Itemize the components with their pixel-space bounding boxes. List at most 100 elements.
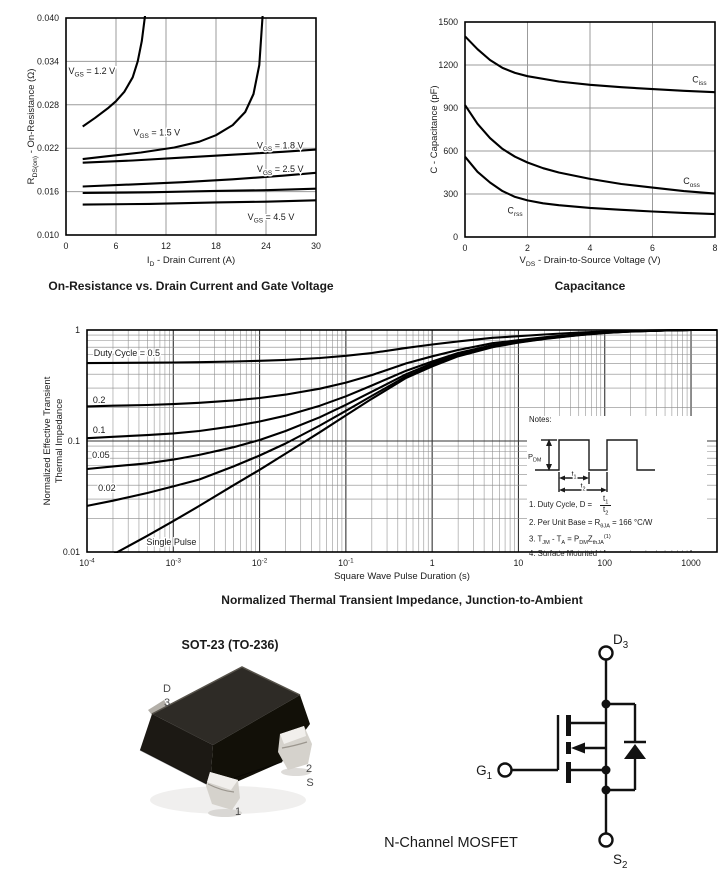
curve-c-rss- bbox=[464, 156, 716, 216]
thermal-impedance-chart: Duty Cycle = 0.5 0.2 0.1 0.05 0.02 Single Pul… bbox=[42, 325, 718, 607]
package-right-face bbox=[210, 695, 310, 786]
package-edge-highlight bbox=[151, 666, 301, 715]
curve-c-oss- bbox=[464, 104, 716, 195]
package-front-face bbox=[140, 714, 213, 786]
curve-label: VGS = 2.5 V bbox=[257, 164, 304, 177]
series-curves bbox=[464, 35, 716, 216]
t1-t2-fraction: t1 t2 bbox=[600, 494, 612, 517]
y-tick-label: 600 bbox=[443, 146, 458, 156]
pin-label-source-letter: S bbox=[306, 777, 313, 789]
y-tick-label: 0.010 bbox=[37, 230, 59, 240]
x-tick-label: 10-3 bbox=[166, 558, 182, 568]
channel-segment-source bbox=[566, 762, 571, 783]
pulse-train bbox=[535, 438, 655, 471]
x-tick-label: 0 bbox=[64, 241, 69, 251]
x-tick-label: 18 bbox=[211, 241, 221, 251]
package-title: SOT-23 (TO-236) bbox=[181, 638, 279, 652]
body-diode bbox=[624, 744, 646, 759]
source-terminal bbox=[598, 832, 614, 848]
curve-v-gs-1.2-v bbox=[82, 16, 147, 128]
pdm-arrow-down bbox=[546, 463, 552, 471]
curve-label: 0.2 bbox=[93, 395, 106, 405]
curve-label: Duty Cycle = 0.5 bbox=[94, 348, 160, 358]
sot23-package-photo: D 3 2 S 1 bbox=[139, 666, 314, 818]
x-tick-label: 24 bbox=[261, 241, 271, 251]
curve-single-pulse bbox=[113, 328, 717, 553]
curve-label: VGS = 1.5 V bbox=[133, 127, 180, 140]
chart-title: On-Resistance vs. Drain Current and Gate… bbox=[48, 279, 334, 293]
note-per-unit-base: 2. Per Unit Base = RθJA = 166 °C/W bbox=[529, 517, 653, 530]
y-tick-label: 1 bbox=[75, 325, 80, 335]
x-axis-label: ID - Drain Current (A) bbox=[147, 255, 235, 268]
gridlines bbox=[465, 22, 715, 237]
junction-dot bbox=[601, 699, 611, 709]
plot-border bbox=[464, 21, 716, 238]
curve-v-gs-4.5-v bbox=[82, 199, 317, 206]
x-tick-label: 10-4 bbox=[79, 558, 95, 568]
y-tick-label: 1500 bbox=[438, 17, 458, 27]
note-duty-cycle: 1. Duty Cycle, D = t1 t2 bbox=[529, 494, 707, 517]
curve-label: Ciss bbox=[692, 74, 706, 87]
y-axis-label: C - Capacitance (pF) bbox=[429, 85, 440, 173]
x-tick-label: 10-2 bbox=[252, 558, 268, 568]
pin-label-drain-num: 3 bbox=[164, 697, 170, 709]
y-tick-label: 0.034 bbox=[37, 56, 59, 66]
thermal-notes-box: Notes: PDM t1 t2 bbox=[527, 415, 707, 558]
y-tick-label: 0.022 bbox=[37, 143, 59, 153]
plot-border bbox=[86, 329, 718, 553]
gate-terminal bbox=[497, 762, 513, 778]
y-tick-label: 300 bbox=[443, 189, 458, 199]
junction-dot bbox=[601, 765, 611, 775]
pin2-crease bbox=[281, 741, 308, 749]
curve-label: 0.1 bbox=[93, 425, 106, 435]
y-tick-label: 0.028 bbox=[37, 100, 59, 110]
chart-title: Normalized Thermal Transient Impedance, … bbox=[221, 593, 582, 607]
note-tjm-formula: 3. TJM - TA = PDMZthJA(1) bbox=[529, 533, 611, 546]
pdm-arrow-up bbox=[546, 438, 552, 446]
y-axis-label-line-1: Normalized Effective Transient bbox=[42, 376, 53, 505]
y-tick-label: 0.1 bbox=[68, 436, 80, 446]
curve-series-4 bbox=[82, 187, 317, 195]
x-tick-label: 12 bbox=[161, 241, 171, 251]
y-tick-label: 0.016 bbox=[37, 187, 59, 197]
channel-segment-body bbox=[566, 742, 571, 754]
curve-v-gs-1.8-v bbox=[82, 148, 317, 164]
pin-label-source-num: 2 bbox=[306, 763, 312, 775]
chart-title: Capacitance bbox=[555, 279, 626, 293]
x-tick-label: 10 bbox=[514, 558, 524, 568]
pin2-highlight bbox=[280, 726, 306, 744]
y-axis-label: RDS(on) - On-Resistance (Ω) bbox=[26, 69, 39, 185]
curve-v-gs-1.5-v bbox=[82, 16, 264, 161]
t2-label: t2 bbox=[580, 481, 585, 492]
mosfet-schematic: D3 G1 S2 N-Channel MOSFET bbox=[384, 632, 646, 871]
pin-label-drain-letter: D bbox=[163, 683, 171, 695]
pin2-shadow bbox=[281, 768, 311, 776]
note-surface-mounted: 4. Surface Mounted bbox=[529, 548, 598, 558]
curve-label: 0.05 bbox=[92, 450, 110, 460]
y-tick-label: 1200 bbox=[438, 60, 458, 70]
body-arrow bbox=[571, 742, 585, 754]
notes-heading: Notes: bbox=[529, 415, 552, 424]
source-terminal-label: S2 bbox=[613, 852, 627, 871]
x-tick-label: 1 bbox=[430, 558, 435, 568]
x-tick-label: 6 bbox=[650, 243, 655, 253]
x-tick-label: 10-1 bbox=[338, 558, 354, 568]
curve-label: VGS = 4.5 V bbox=[248, 212, 295, 225]
curve-label: Crss bbox=[507, 206, 522, 219]
x-axis-label: Square Wave Pulse Duration (s) bbox=[334, 571, 470, 582]
capacitance-chart: Ciss Coss Crss 0 2 4 6 8 0 300 600 900 1200 1500 VDS -… bbox=[429, 17, 718, 293]
schematic-caption: N-Channel MOSFET bbox=[384, 835, 518, 851]
pin1-shadow bbox=[208, 809, 242, 817]
curve-label: Coss bbox=[683, 176, 700, 189]
y-tick-label: 900 bbox=[443, 103, 458, 113]
y-axis-label-line-2: Thermal Impedance bbox=[54, 399, 65, 483]
pin-label-gate-num: 1 bbox=[235, 806, 241, 818]
curve-label: 0.02 bbox=[98, 483, 116, 493]
x-tick-label: 0 bbox=[463, 243, 468, 253]
on-resistance-chart: VGS = 1.2 V VGS = 1.5 V VGS = 1.8 V VGS = 2… bbox=[26, 13, 334, 293]
x-tick-label: 100 bbox=[597, 558, 612, 568]
x-tick-label: 30 bbox=[311, 241, 321, 251]
curve-label: VGS = 1.2 V bbox=[68, 66, 115, 79]
channel-segment-drain bbox=[566, 715, 571, 736]
